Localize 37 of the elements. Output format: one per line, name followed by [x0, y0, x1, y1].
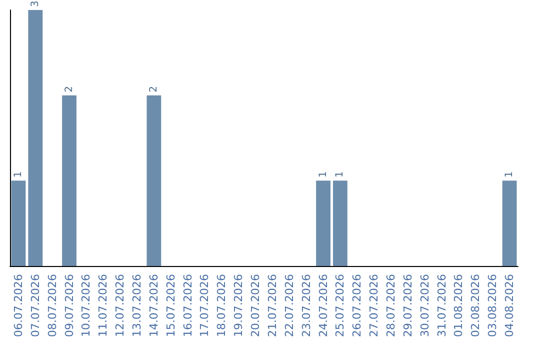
x-tick-label: 24.07.2026 [316, 274, 330, 338]
x-tick-label: 16.07.2026 [181, 274, 194, 338]
data-label: 2 [64, 86, 75, 92]
x-tick-label: 14.07.2026 [147, 274, 160, 338]
x-tick-label: 28.07.2026 [384, 274, 398, 338]
x-tick-label: 13.07.2026 [130, 274, 144, 338]
data-label: 1 [12, 171, 24, 178]
x-tick-label: 23.07.2026 [300, 274, 313, 338]
x-tick-label: 02.08.2026 [469, 274, 482, 338]
x-tick-label: 15.07.2026 [164, 274, 178, 338]
x-tick-label: 18.07.2026 [215, 274, 228, 338]
x-tick-label: 21.07.2026 [266, 274, 279, 338]
x-tick-label: 03.08.2026 [486, 274, 500, 338]
data-label: 2 [148, 86, 160, 92]
x-tick-label: 27.07.2026 [368, 274, 381, 338]
x-tick-label: 20.07.2026 [249, 274, 262, 338]
data-label: 1 [318, 171, 329, 178]
x-tick-label: 25.07.2026 [334, 274, 347, 338]
data-label: 1 [334, 171, 346, 178]
data-label: 3 [30, 0, 41, 7]
x-tick-label: 22.07.2026 [282, 274, 296, 338]
x-tick-label: 04.08.2026 [503, 274, 516, 338]
x-tick-label: 08.07.2026 [46, 274, 59, 338]
x-tick-label: 17.07.2026 [198, 274, 212, 338]
x-tick-label: 01.08.2026 [452, 274, 466, 338]
x-tick-label: 26.07.2026 [350, 274, 364, 338]
data-label: 1 [504, 171, 516, 178]
x-tick-label: 07.07.2026 [28, 274, 42, 338]
x-tick-label: 31.07.2026 [435, 274, 448, 338]
x-tick-label: 29.07.2026 [401, 274, 414, 338]
x-tick-label: 09.07.2026 [62, 274, 76, 338]
x-tick-label: 11.07.2026 [96, 274, 110, 338]
x-tick-label: 06.07.2026 [12, 274, 25, 338]
x-tick-label: 12.07.2026 [114, 274, 127, 338]
x-tick-label: 19.07.2026 [232, 274, 246, 338]
x-tick-label: 30.07.2026 [418, 274, 432, 338]
x-tick-label: 10.07.2026 [80, 274, 93, 338]
